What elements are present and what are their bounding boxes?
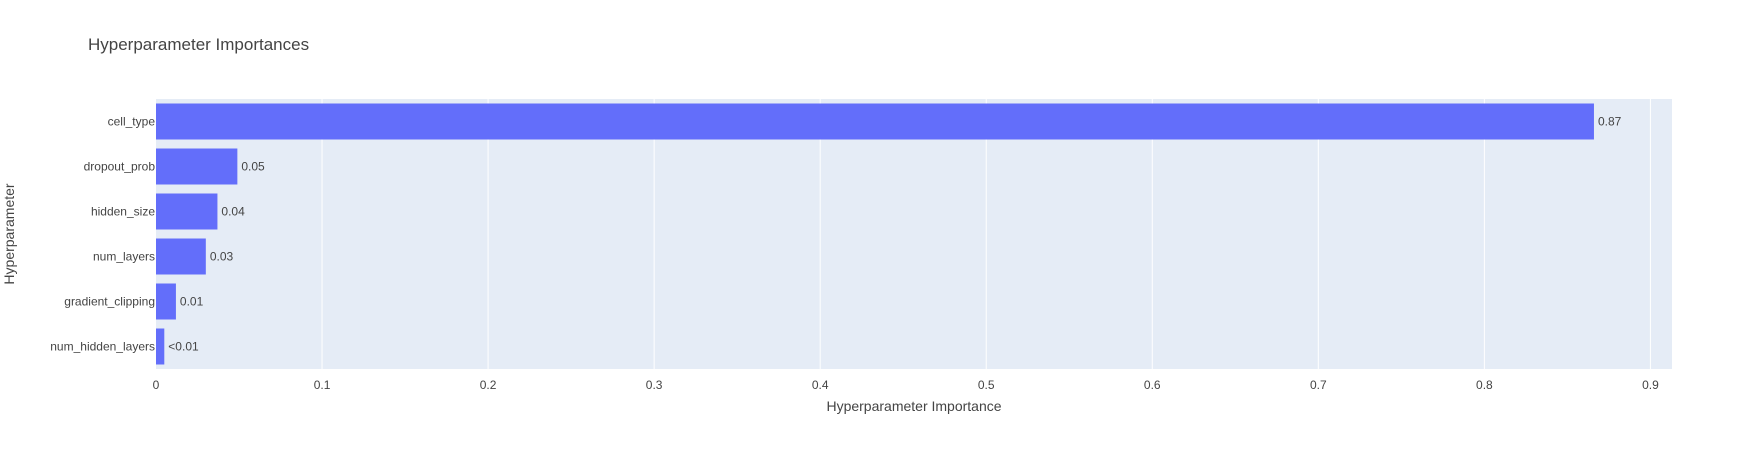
y-tick-label: num_hidden_layers bbox=[50, 340, 155, 354]
bar-hidden_size[interactable] bbox=[156, 193, 218, 230]
x-tick-label: 0.4 bbox=[812, 378, 829, 392]
x-tick-label: 0.8 bbox=[1476, 378, 1493, 392]
plot-area bbox=[156, 99, 1672, 369]
bar-value-label: 0.01 bbox=[180, 295, 204, 309]
bar-num_layers[interactable] bbox=[156, 238, 206, 275]
y-tick-label: gradient_clipping bbox=[64, 295, 155, 309]
chart-title: Hyperparameter Importances bbox=[88, 35, 309, 54]
grid-lines bbox=[321, 99, 1651, 369]
bar-value-label: <0.01 bbox=[168, 340, 199, 354]
bar-gradient_clipping[interactable] bbox=[156, 283, 176, 320]
x-tick-label: 0.9 bbox=[1642, 378, 1659, 392]
x-tick-label: 0.2 bbox=[480, 378, 497, 392]
y-tick-label: num_layers bbox=[93, 250, 155, 264]
y-tick-labels: cell_type dropout_prob hidden_size num_laye… bbox=[50, 115, 155, 354]
bar-value-label: 0.87 bbox=[1598, 115, 1622, 129]
x-tick-label: 0.7 bbox=[1310, 378, 1327, 392]
bar-value-label: 0.04 bbox=[221, 205, 245, 219]
bar-value-label: 0.05 bbox=[241, 160, 265, 174]
bar-value-labels: 0.87 0.05 0.04 0.03 0.01 <0.01 bbox=[168, 115, 1621, 354]
x-tick-label: 0.5 bbox=[978, 378, 995, 392]
x-tick-label: 0.1 bbox=[314, 378, 331, 392]
bar-cell_type[interactable] bbox=[156, 103, 1594, 140]
x-tick-label: 0.6 bbox=[1144, 378, 1161, 392]
x-tick-labels: 0 0.1 0.2 0.3 0.4 0.5 0.6 0.7 0.8 0.9 bbox=[153, 378, 1659, 392]
y-tick-label: dropout_prob bbox=[84, 160, 156, 174]
bar-num_hidden_layers[interactable] bbox=[156, 328, 165, 365]
x-tick-label: 0.3 bbox=[646, 378, 663, 392]
y-tick-label: hidden_size bbox=[91, 205, 155, 219]
y-tick-label: cell_type bbox=[108, 115, 156, 129]
bars bbox=[156, 103, 1594, 365]
bar-dropout_prob[interactable] bbox=[156, 148, 238, 185]
bar-value-label: 0.03 bbox=[210, 250, 234, 264]
y-axis-title: Hyperparameter bbox=[1, 183, 17, 284]
x-axis-title: Hyperparameter Importance bbox=[826, 398, 1001, 414]
x-tick-label: 0 bbox=[153, 378, 160, 392]
